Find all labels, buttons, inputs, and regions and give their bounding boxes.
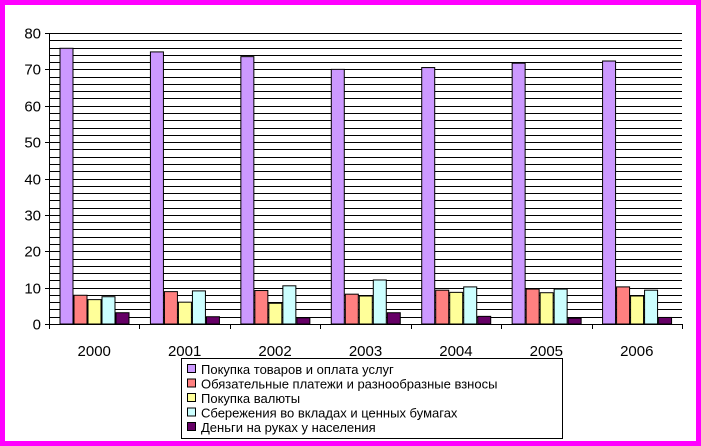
bar (644, 289, 659, 325)
legend-swatch (187, 364, 196, 373)
legend-label: Покупка валюты (201, 391, 300, 406)
y-tick-label: 10 (24, 281, 41, 298)
bar (282, 285, 297, 325)
x-tick-label: 2005 (530, 343, 563, 360)
legend-label: Обязательные платежи и разнообразные взн… (201, 377, 497, 392)
legend-swatch (187, 422, 196, 431)
y-tick-label: 70 (24, 62, 41, 79)
bar (205, 316, 220, 325)
legend-swatch (187, 393, 196, 402)
legend-box (181, 358, 563, 439)
y-tick-label: 50 (24, 135, 41, 152)
bar (525, 288, 540, 325)
bar (191, 290, 206, 325)
legend-swatch (187, 378, 196, 388)
bar (163, 291, 178, 325)
x-tick-label: 2003 (349, 343, 382, 360)
bar (421, 67, 436, 325)
x-tick-label: 2001 (168, 343, 201, 360)
bar (539, 292, 554, 325)
x-tick-label: 2004 (439, 343, 472, 360)
bar (73, 294, 88, 325)
bar (101, 296, 116, 325)
bar (296, 317, 311, 325)
bar (386, 312, 401, 325)
bar (477, 315, 492, 325)
bar (616, 286, 631, 325)
bar (511, 62, 526, 325)
bar (254, 290, 269, 325)
x-tick-label: 2000 (78, 343, 111, 360)
bar (553, 288, 568, 325)
bar (149, 51, 164, 325)
y-tick-label: 30 (24, 208, 41, 225)
bar (372, 279, 387, 325)
legend-swatch (187, 407, 196, 417)
bar (115, 312, 130, 325)
bar (630, 295, 645, 325)
x-tick-label: 2002 (258, 343, 291, 360)
bar (344, 293, 359, 325)
bar (59, 47, 74, 325)
axes (45, 33, 682, 329)
bar (567, 317, 582, 325)
bar (435, 289, 450, 325)
y-tick-label: 0 (33, 317, 41, 334)
bar (449, 291, 464, 325)
y-axis-ticks: 0 10 20 30 40 50 60 70 80 (24, 26, 49, 334)
legend-label: Сбережения во вкладах и ценных бумагах (201, 406, 458, 421)
grid-lines (49, 33, 682, 318)
bar (268, 302, 283, 325)
legend-label: Деньги на руках у населения (201, 420, 376, 435)
y-tick-label: 20 (24, 244, 41, 261)
legend: Покупка товаров и оплата услугОбязательн… (181, 358, 563, 439)
y-tick-label: 60 (24, 99, 41, 116)
bars (59, 47, 673, 325)
y-tick-label: 80 (24, 26, 41, 43)
legend-label: Покупка товаров и оплата услуг (201, 362, 394, 377)
bar (240, 56, 255, 325)
x-tick-label: 2006 (620, 343, 653, 360)
x-axis-ticks: 2000 2001 2002 2003 2004 2005 2006 (78, 324, 683, 360)
bar (87, 299, 102, 325)
bar (602, 60, 617, 325)
bar (177, 301, 192, 325)
bar (658, 316, 673, 325)
y-tick-label: 40 (24, 172, 41, 189)
bar (330, 68, 345, 325)
bar (358, 295, 373, 325)
bar (463, 286, 478, 325)
